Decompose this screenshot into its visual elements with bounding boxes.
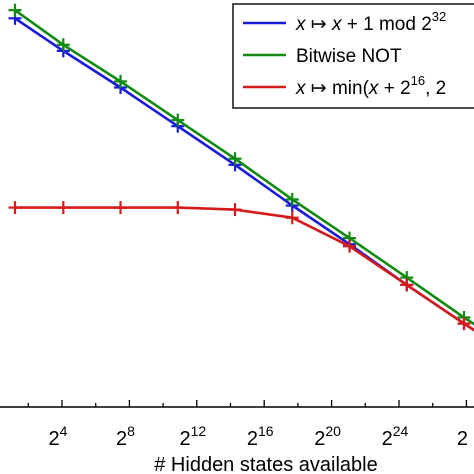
legend-label: x ↦ min(x + 216, 2 [295,73,446,99]
legend-label: Bitwise NOT [296,46,402,67]
series-point [8,201,22,215]
series-point [8,3,22,17]
series-point [114,74,128,88]
series-point [114,201,128,215]
series-point [56,38,70,52]
chart-legend: x ↦ x + 1 mod 232 Bitwise NOT x ↦ min(x + … [232,3,474,109]
series-point [400,278,414,292]
series-point [56,201,70,215]
x-tick-label: 28 [116,423,135,450]
x-tick-label: 212 [179,423,206,450]
legend-entry: Bitwise NOT [243,46,402,67]
series-line [13,8,474,326]
x-tick-label: 220 [314,423,341,450]
series-point [171,113,185,127]
series-3 [8,201,474,332]
x-tick-label: 216 [247,423,274,450]
chart-series [8,3,474,332]
series-line [13,206,474,332]
series-point [457,317,471,331]
x-tick-label: 2 [457,428,468,450]
series-point [228,203,242,217]
series-point [171,201,185,215]
series-2 [8,3,474,326]
series-point [228,152,242,166]
x-tick-label: 24 [49,423,68,450]
legend-entry: x ↦ x + 1 mod 232 [243,9,446,35]
series-point [343,239,357,253]
x-axis-label: # Hidden states available [154,454,377,474]
legend-label: x ↦ x + 1 mod 232 [295,9,446,35]
chart-axes: 24 28 212 216 220 224 2 [0,400,474,450]
series-point [285,211,299,225]
x-tick-label: 224 [382,423,409,450]
series-point [285,192,299,206]
legend-entry: x ↦ min(x + 216, 2 [243,73,446,99]
